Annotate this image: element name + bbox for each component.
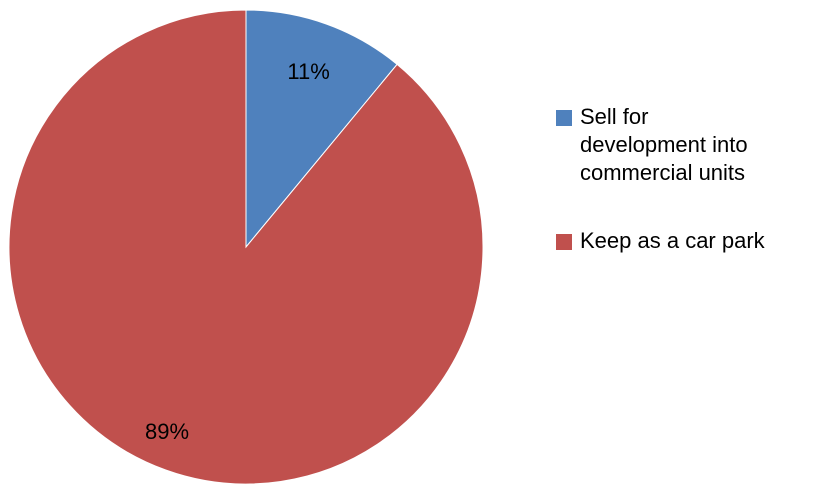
pie-slice-1 bbox=[8, 9, 484, 485]
legend-label-0-line-2: commercial units bbox=[580, 160, 745, 185]
legend-swatch-0 bbox=[556, 110, 572, 126]
legend-label-0-line-0: Sell for bbox=[580, 104, 648, 129]
pie-slices bbox=[8, 9, 484, 485]
legend-swatch-1 bbox=[556, 234, 572, 250]
legend-label-0-line-1: development into bbox=[580, 132, 748, 157]
slice-label-1: 89% bbox=[145, 419, 189, 444]
legend-label-1-line-0: Keep as a car park bbox=[580, 228, 766, 253]
pie-slice-labels: 11% 89% bbox=[145, 59, 330, 444]
legend: Sell for development into commercial units… bbox=[556, 104, 766, 253]
slice-label-0: 11% bbox=[287, 59, 329, 84]
pie-slice-0 bbox=[245, 9, 398, 249]
